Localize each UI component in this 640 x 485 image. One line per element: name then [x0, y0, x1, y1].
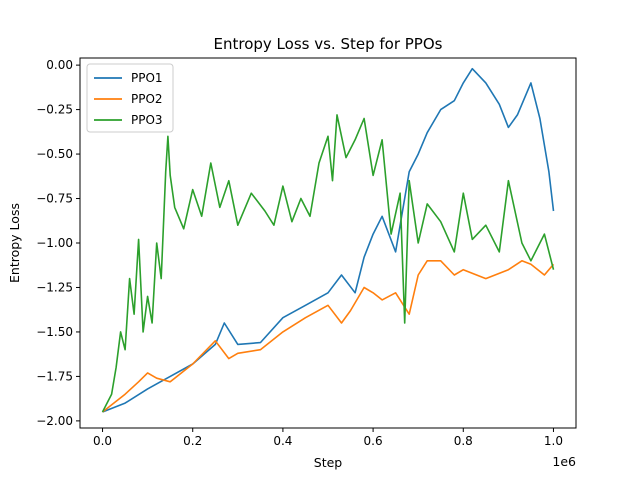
x-tick-label: 0.6 — [364, 434, 383, 448]
legend: PPO1 PPO2 PPO3 — [86, 63, 174, 133]
y-tick-label: −2.00 — [36, 414, 73, 428]
y-tick-label: −0.75 — [36, 192, 73, 206]
legend-label-ppo3: PPO3 — [131, 113, 163, 127]
y-tick-label: −1.75 — [36, 369, 73, 383]
x-tick-label: 0.8 — [454, 434, 473, 448]
y-axis-label: Entropy Loss — [7, 203, 22, 283]
x-axis: 0.0 0.2 0.4 0.6 0.8 1.0 — [93, 428, 563, 448]
series-line-ppo3 — [101, 114, 555, 413]
y-tick-label: 0.00 — [46, 58, 73, 72]
series-line-ppo1 — [102, 67, 555, 413]
legend-label-ppo2: PPO2 — [131, 92, 163, 106]
y-tick-label: −0.25 — [36, 103, 73, 117]
y-tick-label: −1.00 — [36, 236, 73, 250]
y-tick-label: −0.50 — [36, 147, 73, 161]
y-tick-label: −1.50 — [36, 325, 73, 339]
x-tick-label: 0.2 — [183, 434, 202, 448]
x-tick-label: 0.0 — [93, 434, 112, 448]
legend-box — [86, 63, 174, 133]
y-axis: 0.00 −0.25 −0.50 −0.75 −1.00 −1.25 −1.50 −1.75 −… — [36, 58, 80, 428]
x-tick-label: 1.0 — [544, 434, 563, 448]
x-axis-label: Step — [314, 455, 343, 470]
x-axis-offset-label: 1e6 — [552, 454, 576, 469]
series-lines — [101, 67, 555, 413]
chart-title: Entropy Loss vs. Step for PPOs — [214, 35, 443, 53]
x-tick-label: 0.4 — [273, 434, 292, 448]
series-line-ppo2 — [102, 259, 555, 413]
legend-label-ppo1: PPO1 — [131, 71, 163, 85]
y-tick-label: −1.25 — [36, 280, 73, 294]
